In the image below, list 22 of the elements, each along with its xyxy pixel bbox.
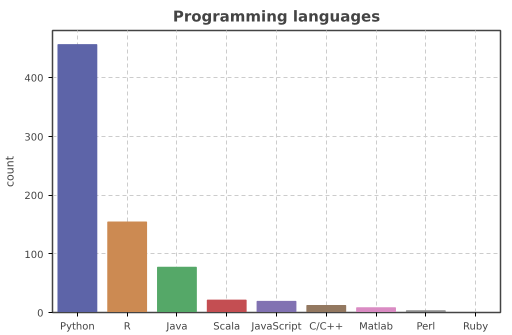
x-tick-label: Python — [60, 322, 95, 332]
bar — [157, 266, 197, 312]
bar — [107, 222, 148, 312]
x-tick-label: R — [124, 322, 131, 332]
y-axis-title: count — [3, 155, 16, 188]
bar — [256, 300, 296, 312]
x-tick-label: JavaScript — [250, 322, 302, 332]
y-tick-label: 200 — [24, 191, 44, 202]
bar — [306, 304, 346, 312]
y-tick-label: 400 — [24, 74, 44, 84]
bar — [57, 44, 98, 312]
x-tick-label: Scala — [213, 322, 240, 332]
x-tick-label: Perl — [416, 322, 436, 332]
x-tick-label: Ruby — [463, 322, 488, 332]
y-tick-label: 0 — [37, 308, 44, 320]
y-tick-label: 300 — [24, 132, 44, 144]
x-tick-label: Java — [165, 322, 188, 332]
x-tick-label: Matlab — [359, 322, 394, 332]
chart-title: Programming languages — [172, 8, 380, 26]
bar — [206, 300, 247, 312]
x-tick-label: C/C++ — [309, 322, 344, 332]
y-tick-label: 100 — [24, 250, 44, 261]
